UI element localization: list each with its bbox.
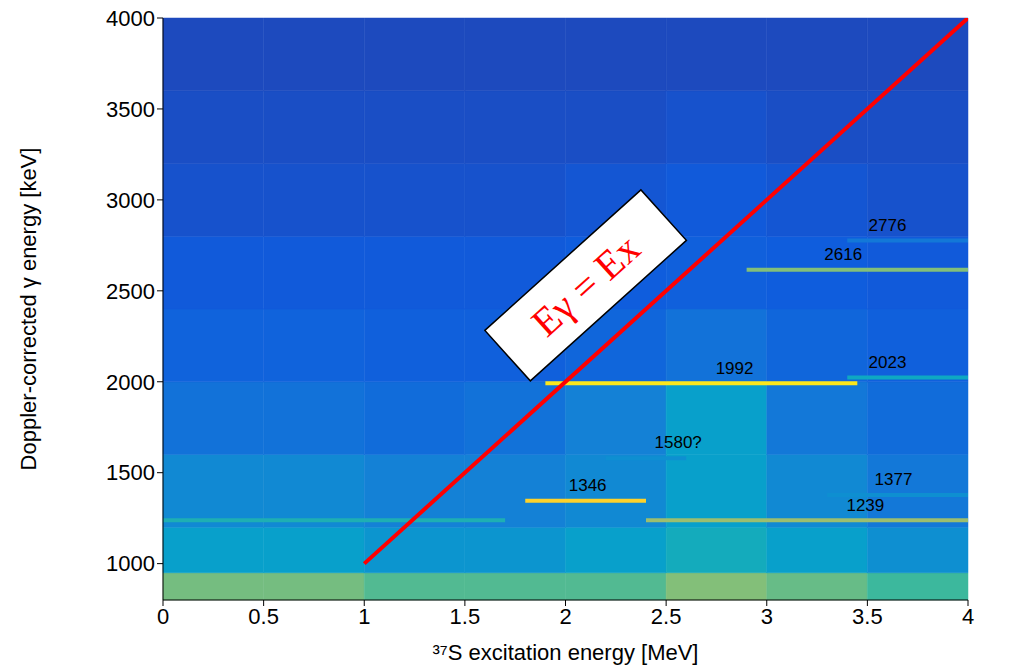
svg-text:4000: 4000 (106, 6, 155, 31)
svg-text:1992: 1992 (716, 359, 754, 378)
svg-text:1500: 1500 (106, 460, 155, 485)
svg-text:3000: 3000 (106, 188, 155, 213)
svg-text:0: 0 (157, 604, 169, 629)
svg-text:3500: 3500 (106, 97, 155, 122)
svg-text:1.5: 1.5 (450, 604, 481, 629)
svg-text:1377: 1377 (875, 470, 913, 489)
svg-text:3.5: 3.5 (852, 604, 883, 629)
svg-text:2: 2 (559, 604, 571, 629)
svg-text:0.5: 0.5 (248, 604, 279, 629)
svg-text:1346: 1346 (569, 476, 607, 495)
svg-text:2000: 2000 (106, 370, 155, 395)
svg-text:3: 3 (761, 604, 773, 629)
svg-text:2500: 2500 (106, 279, 155, 304)
svg-text:4: 4 (962, 604, 974, 629)
svg-text:2776: 2776 (869, 216, 907, 235)
svg-text:1000: 1000 (106, 551, 155, 576)
svg-text:³⁷S excitation energy [MeV]: ³⁷S excitation energy [MeV] (433, 640, 699, 665)
svg-text:Eγ = Ex: Eγ = Ex (523, 225, 649, 345)
svg-text:2023: 2023 (869, 353, 907, 372)
svg-text:2616: 2616 (824, 245, 862, 264)
svg-text:Doppler-corrected γ energy [ke: Doppler-corrected γ energy [keV] (16, 148, 41, 471)
svg-text:1580?: 1580? (655, 433, 702, 452)
svg-text:2.5: 2.5 (651, 604, 682, 629)
svg-text:1: 1 (358, 604, 370, 629)
svg-text:1239: 1239 (846, 496, 884, 515)
